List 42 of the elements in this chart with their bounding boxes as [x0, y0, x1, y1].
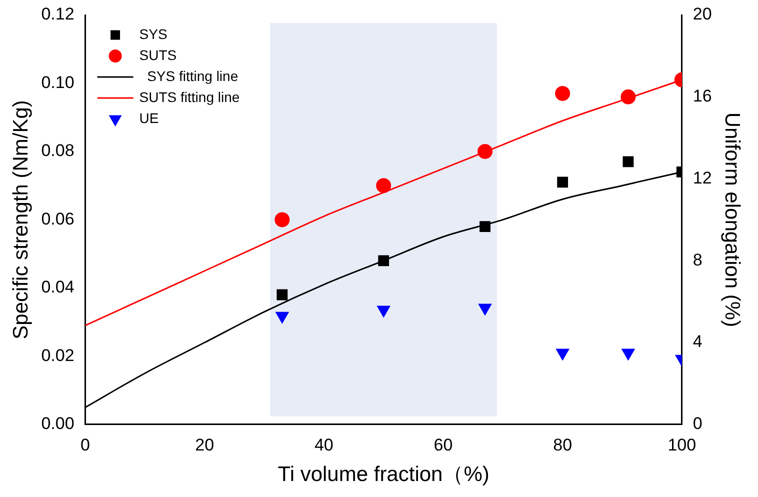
legend-label: UE	[139, 110, 159, 126]
y-tick-label: 0.12	[41, 4, 74, 24]
point	[620, 89, 636, 104]
point	[376, 178, 392, 194]
y-tick-label: 0.00	[41, 414, 74, 434]
y2-tick-label: 16	[692, 86, 712, 106]
y2-tick-label: 8	[692, 250, 702, 270]
legend-label: SYS	[139, 26, 168, 42]
y2-tick-label: 0	[692, 414, 702, 434]
x-tick-label: 20	[195, 435, 214, 454]
y-tick-label: 0.04	[41, 278, 74, 297]
legend-label: SYS fitting line	[139, 68, 238, 84]
point	[622, 156, 634, 168]
legend-label: SUTS fitting line	[139, 88, 240, 105]
point	[555, 86, 570, 101]
y2-tick-label: 4	[692, 332, 702, 352]
y-tick-label: 0.06	[41, 209, 74, 228]
legend-label: SUTS	[139, 46, 177, 63]
point	[556, 348, 570, 360]
x-tick-label: 40	[314, 435, 334, 454]
y-tick-label: 0.02	[41, 346, 74, 365]
point	[557, 176, 568, 188]
point	[478, 144, 493, 159]
x-tick-label: 0	[80, 435, 90, 454]
point	[274, 212, 290, 228]
y-tick-label: 0.08	[41, 141, 74, 160]
point	[478, 304, 492, 316]
point	[622, 348, 635, 360]
point	[276, 289, 288, 300]
x-axis-title: Ti volume fraction（%)	[278, 463, 490, 486]
point	[480, 221, 490, 232]
y2-tick-label: 20	[692, 4, 712, 24]
point	[276, 312, 289, 324]
x-tick-label: 100	[668, 435, 696, 454]
y-tick-label: 0.10	[41, 72, 74, 92]
y-axis-title: Specific strength (Nm/Kg)	[9, 100, 32, 340]
y2-axis-title: Uniform elongation (%)	[720, 112, 744, 328]
point	[377, 306, 390, 318]
x-tick-label: 80	[553, 435, 572, 454]
point	[378, 255, 390, 266]
x-tick-label: 60	[434, 435, 453, 454]
y2-tick-label: 12	[692, 168, 712, 188]
